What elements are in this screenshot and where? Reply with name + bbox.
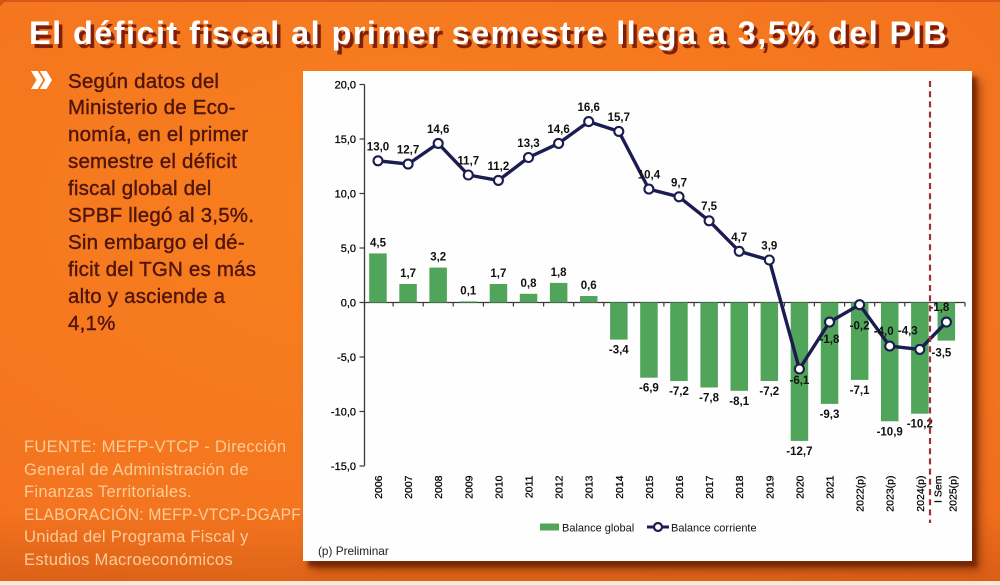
svg-text:14,6: 14,6: [427, 124, 449, 136]
svg-text:16,6: 16,6: [578, 102, 600, 114]
svg-text:-6,9: -6,9: [639, 383, 659, 395]
svg-text:-5,0: -5,0: [337, 352, 356, 364]
svg-text:2009: 2009: [463, 475, 475, 499]
svg-text:-1,8: -1,8: [929, 302, 949, 314]
svg-text:15,0: 15,0: [335, 134, 356, 146]
svg-text:0,1: 0,1: [460, 285, 477, 297]
svg-text:11,2: 11,2: [488, 161, 510, 173]
svg-text:-10,2: -10,2: [907, 419, 933, 431]
svg-text:2024(p): 2024(p): [915, 476, 927, 512]
svg-text:2008: 2008: [433, 475, 445, 499]
svg-text:2012: 2012: [554, 475, 566, 499]
svg-text:Balance corriente: Balance corriente: [671, 523, 757, 535]
svg-text:2013: 2013: [584, 475, 596, 499]
svg-text:-7,1: -7,1: [850, 385, 870, 397]
svg-text:13,0: 13,0: [367, 141, 389, 153]
svg-text:-12,7: -12,7: [786, 446, 812, 458]
svg-text:14,6: 14,6: [547, 124, 569, 136]
svg-text:-9,3: -9,3: [820, 409, 840, 421]
svg-text:2018: 2018: [734, 475, 746, 499]
svg-text:(p) Preliminar: (p) Preliminar: [318, 544, 389, 558]
svg-text:-4,0: -4,0: [874, 326, 894, 338]
svg-text:2014: 2014: [614, 475, 626, 499]
svg-text:-6,1: -6,1: [789, 375, 809, 387]
svg-text:-10,0: -10,0: [331, 407, 356, 419]
svg-text:4,7: 4,7: [731, 232, 747, 244]
svg-text:3,9: 3,9: [761, 241, 777, 253]
svg-text:11,7: 11,7: [457, 156, 479, 168]
svg-text:10,4: 10,4: [638, 170, 661, 182]
svg-text:9,7: 9,7: [671, 177, 687, 189]
svg-text:0,0: 0,0: [341, 298, 356, 310]
svg-text:15,7: 15,7: [608, 112, 630, 124]
svg-text:2021: 2021: [825, 475, 837, 499]
svg-text:2015: 2015: [644, 475, 656, 499]
svg-text:-7,2: -7,2: [759, 386, 779, 398]
svg-text:-7,8: -7,8: [699, 393, 719, 405]
svg-text:2007: 2007: [403, 475, 415, 499]
svg-text:4,5: 4,5: [370, 237, 387, 249]
svg-text:10,0: 10,0: [335, 189, 356, 201]
svg-text:2020: 2020: [794, 475, 806, 499]
svg-text:-3,4: -3,4: [609, 345, 629, 357]
svg-text:20,0: 20,0: [335, 80, 356, 92]
svg-text:3,2: 3,2: [430, 252, 446, 264]
svg-text:2025(p): 2025(p): [947, 476, 959, 512]
svg-text:-10,9: -10,9: [877, 426, 903, 438]
svg-text:2011: 2011: [524, 475, 536, 498]
svg-text:-1,8: -1,8: [820, 334, 840, 346]
svg-text:12,7: 12,7: [397, 145, 419, 157]
svg-text:-4,3: -4,3: [898, 325, 918, 337]
svg-text:2017: 2017: [704, 475, 716, 499]
svg-text:7,5: 7,5: [701, 201, 718, 213]
svg-text:2019: 2019: [764, 475, 776, 499]
svg-text:2023(p): 2023(p): [885, 476, 897, 512]
svg-text:1,7: 1,7: [490, 268, 506, 280]
svg-text:-15,0: -15,0: [331, 461, 356, 473]
svg-text:-0,2: -0,2: [850, 321, 870, 333]
svg-text:5,0: 5,0: [341, 243, 356, 255]
svg-text:-7,2: -7,2: [669, 386, 689, 398]
svg-text:2006: 2006: [373, 475, 385, 499]
svg-text:-8,1: -8,1: [729, 396, 749, 408]
svg-text:Balance global: Balance global: [562, 523, 634, 535]
svg-text:-3,5: -3,5: [931, 348, 951, 360]
svg-text:0,8: 0,8: [521, 278, 538, 290]
svg-text:1,8: 1,8: [551, 267, 568, 279]
svg-text:2022(p): 2022(p): [855, 476, 867, 512]
svg-text:2010: 2010: [493, 475, 505, 499]
svg-text:0,6: 0,6: [581, 280, 597, 292]
svg-text:2016: 2016: [674, 475, 686, 499]
svg-text:I Sem: I Sem: [932, 475, 944, 503]
svg-text:1,7: 1,7: [400, 268, 416, 280]
svg-text:13,3: 13,3: [517, 138, 539, 150]
